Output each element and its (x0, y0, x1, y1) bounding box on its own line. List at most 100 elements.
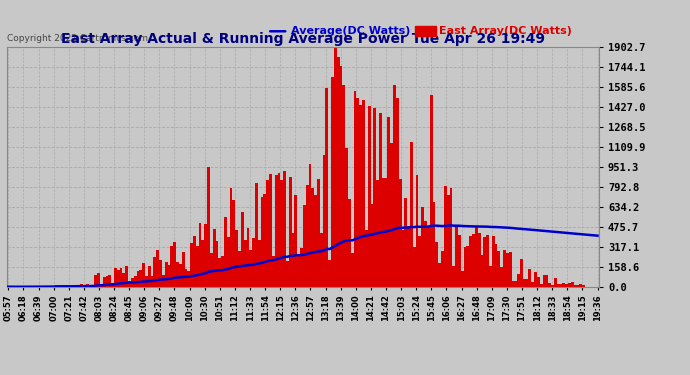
Bar (227, 237, 230, 287)
Bar (306, 184, 308, 287)
Bar (576, 285, 579, 287)
Bar (373, 108, 376, 287)
Bar (255, 183, 258, 287)
Bar (95, 275, 97, 287)
Bar (213, 229, 215, 287)
Bar (61, 285, 63, 287)
Bar (207, 167, 210, 287)
Bar (497, 251, 500, 287)
Bar (215, 241, 218, 287)
Bar (511, 281, 514, 287)
Bar (249, 250, 252, 287)
Bar (308, 164, 311, 287)
Bar (126, 266, 128, 287)
Bar (357, 98, 359, 287)
Bar (235, 230, 238, 287)
Bar (320, 233, 323, 287)
Bar (326, 88, 328, 287)
Bar (446, 195, 449, 287)
Bar (137, 271, 139, 287)
Bar (97, 273, 100, 287)
Bar (548, 283, 551, 287)
Bar (88, 286, 92, 287)
Bar (323, 155, 326, 287)
Bar (131, 278, 134, 287)
Bar (159, 260, 162, 287)
Bar (63, 285, 66, 287)
Bar (466, 246, 469, 287)
Bar (55, 285, 58, 287)
Bar (391, 143, 393, 287)
Bar (523, 279, 526, 287)
Bar (238, 251, 241, 287)
Bar (526, 279, 529, 287)
Bar (114, 268, 117, 287)
Bar (193, 236, 196, 287)
Bar (150, 276, 153, 287)
Bar (424, 221, 427, 287)
Bar (422, 207, 424, 287)
Bar (362, 100, 365, 287)
Bar (241, 212, 244, 287)
Bar (529, 269, 531, 287)
Bar (69, 286, 72, 287)
Bar (145, 276, 148, 287)
Title: East Array Actual & Running Average Power Tue Apr 26 19:49: East Array Actual & Running Average Powe… (61, 32, 545, 46)
Bar (520, 259, 523, 287)
Bar (469, 236, 472, 287)
Bar (435, 242, 438, 287)
Bar (348, 199, 351, 287)
Bar (337, 57, 339, 287)
Bar (314, 195, 317, 287)
Bar (77, 285, 80, 287)
Bar (58, 285, 61, 287)
Bar (483, 237, 486, 287)
Bar (444, 186, 446, 287)
Bar (173, 242, 176, 287)
Bar (331, 77, 334, 287)
Bar (128, 280, 131, 287)
Bar (568, 283, 571, 287)
Bar (165, 262, 168, 287)
Bar (106, 276, 108, 287)
Bar (264, 194, 266, 287)
Bar (419, 236, 422, 287)
Bar (244, 240, 246, 287)
Bar (286, 261, 289, 287)
Bar (573, 285, 576, 287)
Bar (199, 223, 201, 287)
Bar (461, 271, 464, 287)
Bar (311, 188, 314, 287)
Bar (449, 188, 453, 287)
Bar (371, 204, 373, 287)
Bar (579, 284, 582, 287)
Bar (486, 235, 489, 287)
Bar (509, 252, 511, 287)
Bar (402, 230, 404, 287)
Bar (492, 236, 495, 287)
Bar (266, 180, 269, 287)
Bar (506, 253, 509, 287)
Bar (382, 178, 384, 287)
Bar (297, 255, 300, 287)
Bar (176, 262, 179, 287)
Bar (565, 284, 568, 287)
Bar (52, 286, 55, 287)
Bar (554, 279, 557, 287)
Bar (441, 251, 444, 287)
Bar (272, 256, 275, 287)
Bar (148, 266, 150, 287)
Bar (458, 236, 461, 287)
Bar (258, 240, 261, 287)
Bar (500, 267, 503, 287)
Bar (540, 284, 542, 287)
Bar (427, 226, 430, 287)
Bar (518, 274, 520, 287)
Bar (210, 253, 213, 287)
Bar (218, 258, 221, 287)
Bar (204, 224, 207, 287)
Bar (345, 148, 348, 287)
Bar (252, 238, 255, 287)
Bar (280, 180, 283, 287)
Bar (224, 217, 227, 287)
